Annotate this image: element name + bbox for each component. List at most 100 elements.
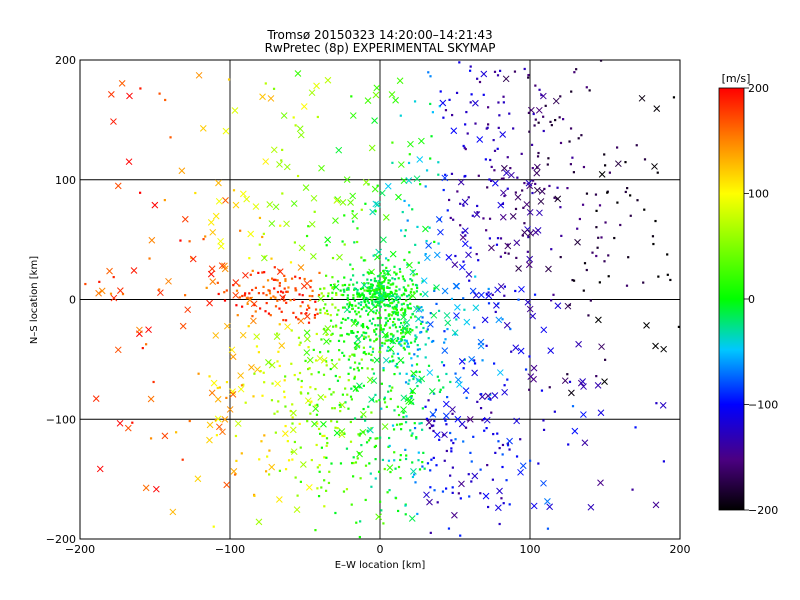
data-point-dot	[597, 236, 600, 239]
data-point-dot	[416, 305, 419, 308]
data-point-x	[533, 163, 541, 171]
data-point-dot	[372, 310, 375, 313]
data-point-x	[426, 498, 433, 506]
data-point-x	[524, 298, 532, 306]
data-point-dot	[394, 292, 397, 295]
data-point-dot	[436, 501, 439, 504]
data-point-dot	[299, 305, 302, 308]
data-point-dot	[390, 333, 393, 336]
data-point-x	[388, 91, 396, 98]
data-point-x	[209, 278, 217, 286]
data-point-dot	[403, 321, 406, 324]
data-point-dot	[351, 210, 354, 213]
data-point-dot	[299, 480, 302, 483]
data-point-dot	[255, 345, 259, 348]
data-point-dot	[404, 310, 407, 313]
data-point-dot	[364, 303, 368, 306]
data-point-dot	[387, 259, 390, 262]
data-point-dot	[300, 312, 303, 315]
data-point-dot	[512, 127, 515, 130]
data-point-dot	[382, 288, 385, 292]
data-point-dot	[487, 397, 490, 400]
data-point-dot	[390, 294, 393, 298]
data-point-dot	[375, 327, 378, 331]
data-point-dot	[486, 186, 489, 189]
data-point-dot	[410, 288, 413, 291]
data-point-x	[324, 236, 332, 244]
data-point-dot	[354, 304, 357, 307]
data-point-dot	[361, 323, 365, 326]
data-point-dot	[363, 335, 366, 338]
data-point-dot	[258, 216, 262, 220]
data-point-dot	[400, 344, 403, 347]
data-point-dot	[479, 406, 483, 410]
data-point-x	[517, 347, 525, 355]
data-point-dot	[276, 279, 279, 282]
data-point-dot	[416, 384, 419, 388]
data-point-dot	[487, 505, 490, 509]
data-point-dot	[372, 317, 375, 320]
data-point-dot	[371, 368, 374, 371]
data-point-x	[268, 361, 276, 369]
data-point-dot	[449, 380, 452, 384]
data-point-x	[500, 189, 507, 197]
data-point-dot	[284, 424, 287, 428]
data-point-x	[458, 263, 466, 271]
data-point-dot	[371, 301, 374, 304]
data-point-dot	[503, 294, 506, 297]
data-point-dot	[513, 70, 517, 73]
data-point-x	[509, 213, 517, 220]
data-point-dot	[398, 296, 401, 299]
data-point-dot	[382, 328, 385, 331]
data-point-x	[293, 506, 301, 514]
grid-lines	[80, 60, 680, 539]
data-point-dot	[389, 470, 392, 474]
data-point-dot	[346, 298, 350, 301]
data-point-x	[389, 337, 397, 345]
data-point-x	[503, 169, 510, 177]
data-point-x	[125, 158, 133, 166]
data-point-dot	[244, 292, 247, 295]
data-point-x	[387, 345, 395, 353]
data-point-dot	[607, 254, 610, 257]
data-point-dot	[669, 278, 672, 282]
data-point-dot	[408, 251, 411, 254]
data-point-dot	[361, 287, 365, 290]
data-point-dot	[323, 434, 326, 437]
data-point-x	[308, 220, 316, 228]
data-point-dot	[568, 140, 571, 143]
data-point-dot	[406, 304, 409, 307]
data-point-dot	[494, 451, 497, 454]
data-point-x	[491, 392, 499, 399]
data-point-dot	[274, 296, 277, 299]
colorbar-label: [m/s]	[722, 72, 751, 85]
data-point-dot	[364, 331, 367, 335]
data-point-dot	[411, 374, 414, 377]
data-point-dot	[485, 426, 488, 430]
data-point-dot	[599, 59, 603, 62]
data-point-dot	[493, 149, 497, 152]
data-point-dot	[447, 527, 451, 530]
data-point-dot	[401, 275, 404, 278]
data-point-x	[554, 195, 562, 203]
data-point-dot	[662, 460, 665, 463]
data-point-dot	[416, 355, 419, 358]
data-point-dot	[441, 490, 445, 493]
data-point-x	[481, 316, 489, 324]
data-point-dot	[643, 208, 646, 211]
data-point-dot	[438, 105, 441, 108]
data-point-dot	[395, 272, 398, 275]
data-point-dot	[356, 295, 359, 298]
data-point-dot	[314, 308, 318, 311]
data-point-dot	[343, 243, 346, 246]
data-point-dot	[488, 237, 491, 240]
data-point-x	[594, 382, 602, 389]
data-point-dot	[381, 458, 385, 462]
data-point-dot	[262, 371, 265, 374]
data-point-dot	[320, 292, 323, 295]
data-point-x	[324, 325, 332, 332]
data-point-dot	[261, 271, 264, 274]
data-point-dot	[466, 418, 469, 421]
data-point-dot	[284, 405, 287, 408]
data-point-x	[378, 292, 385, 300]
